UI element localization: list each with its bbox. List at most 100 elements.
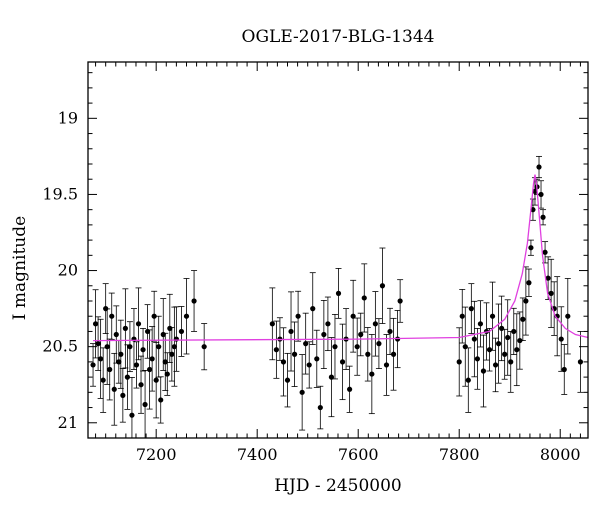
data-point: [510, 307, 517, 355]
x-axis-label: HJD - 2450000: [274, 476, 402, 496]
data-marker: [499, 325, 505, 331]
data-marker: [169, 351, 175, 357]
data-point: [527, 239, 534, 256]
data-point: [536, 155, 543, 179]
data-point: [379, 247, 386, 324]
data-marker: [109, 313, 115, 319]
data-marker: [201, 344, 207, 350]
data-point: [364, 327, 371, 382]
y-tick-label: 20.5: [42, 337, 78, 356]
data-marker: [107, 366, 113, 373]
data-point: [108, 292, 115, 340]
data-point: [558, 306, 565, 372]
data-marker: [156, 344, 162, 350]
data-point: [459, 289, 466, 344]
data-marker: [118, 351, 124, 357]
data-marker: [496, 341, 502, 347]
data-point: [387, 307, 394, 355]
data-marker: [456, 359, 462, 365]
data-marker: [171, 344, 177, 350]
x-tick-label: 7400: [237, 445, 278, 464]
data-point: [106, 338, 113, 401]
data-marker: [127, 344, 133, 350]
data-marker: [306, 362, 312, 368]
data-marker: [376, 341, 382, 347]
plot-frame: [87, 61, 589, 439]
data-point: [273, 320, 280, 379]
data-marker: [116, 359, 122, 365]
data-point: [324, 296, 331, 352]
data-point: [339, 323, 346, 401]
data-marker: [291, 351, 298, 357]
data-marker: [90, 362, 96, 368]
data-marker: [489, 313, 496, 319]
x-tick-label: 8000: [540, 445, 581, 464]
data-point: [149, 326, 156, 392]
data-point: [92, 289, 99, 359]
data-point: [100, 347, 107, 413]
data-marker: [164, 371, 170, 377]
data-marker: [577, 359, 584, 365]
data-point: [564, 278, 571, 355]
data-marker: [379, 283, 386, 289]
data-point: [372, 291, 379, 357]
data-marker: [178, 328, 185, 335]
data-point: [350, 279, 357, 353]
data-point: [135, 287, 142, 361]
y-axis-label: I magnitude: [10, 216, 30, 320]
data-marker: [390, 351, 397, 357]
axis-ticks: [88, 62, 588, 439]
data-marker: [111, 386, 117, 392]
data-marker: [520, 316, 526, 322]
data-point: [306, 341, 313, 389]
data-point: [269, 287, 276, 361]
data-point: [140, 327, 147, 372]
data-point: [486, 327, 493, 372]
data-point: [97, 318, 104, 399]
data-point: [368, 334, 375, 415]
data-marker: [350, 313, 356, 319]
data-point: [522, 266, 529, 336]
data-point: [397, 279, 404, 323]
data-point: [291, 321, 298, 387]
data-marker: [480, 368, 487, 374]
data-marker: [492, 362, 499, 368]
data-point: [519, 297, 526, 341]
data-marker: [365, 351, 371, 357]
model-curve: [93, 174, 589, 342]
data-marker: [147, 366, 153, 373]
data-marker: [536, 164, 542, 170]
data-marker: [284, 377, 291, 383]
data-point: [130, 308, 137, 370]
x-tick-label: 7600: [338, 445, 379, 464]
data-marker: [514, 347, 520, 353]
data-marker: [273, 347, 279, 353]
data-marker: [508, 359, 514, 365]
data-point: [299, 354, 306, 431]
data-marker: [173, 336, 179, 342]
data-marker: [459, 313, 465, 319]
data-point: [295, 290, 302, 342]
data-marker: [511, 328, 517, 335]
data-marker: [183, 313, 190, 319]
data-marker: [361, 295, 367, 301]
data-marker: [328, 374, 335, 380]
data-marker: [565, 313, 571, 319]
data-point: [113, 305, 120, 364]
data-marker: [335, 290, 342, 296]
data-point: [302, 312, 309, 375]
data-point: [561, 344, 568, 395]
data-marker: [387, 328, 393, 335]
y-tick-label: 19.5: [42, 184, 78, 203]
data-marker: [347, 386, 353, 392]
data-point: [153, 342, 160, 419]
data-marker: [269, 321, 275, 327]
data-point: [492, 337, 499, 393]
data-point: [480, 334, 487, 408]
data-marker: [526, 280, 532, 286]
data-point: [119, 368, 126, 423]
data-point: [525, 268, 532, 297]
data-marker: [523, 298, 529, 304]
data-marker: [339, 359, 346, 365]
